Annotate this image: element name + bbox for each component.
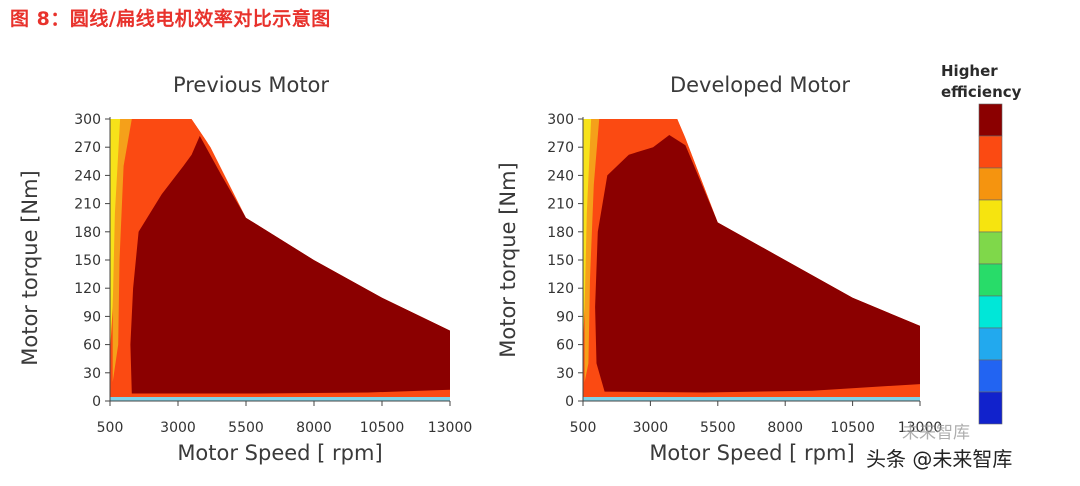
region-yellow	[110, 119, 121, 345]
region-orange	[116, 119, 450, 397]
efficiency-regions	[583, 119, 920, 401]
y-axis-label: Motor torque [Nm]	[496, 162, 520, 358]
y-tick-label: 30	[83, 366, 101, 382]
y-tick-label: 270	[547, 140, 574, 156]
y-tick-label: 150	[547, 253, 574, 269]
efficiency-legend: Higher efficiency	[941, 62, 1022, 425]
x-tick-label: 500	[97, 420, 124, 436]
chart-title: Developed Motor	[670, 73, 850, 97]
y-ticks: 0 30 60 90 120 150 180 210 240 270 300	[74, 112, 110, 410]
region-best-efficiency	[130, 135, 450, 394]
baseline-strip	[583, 397, 920, 401]
x-tick-label: 10500	[360, 420, 405, 436]
region-amber	[112, 119, 132, 383]
legend-swatch	[978, 295, 1003, 329]
y-tick-label: 30	[556, 366, 574, 382]
y-tick-label: 90	[556, 309, 574, 325]
y-ticks: 0 30 60 90 120 150 180 210 240 270 300	[547, 112, 583, 410]
baseline-strip	[110, 397, 450, 401]
legend-swatch	[978, 359, 1003, 393]
x-tick-label: 3000	[160, 420, 196, 436]
region-amber	[584, 119, 600, 383]
x-tick-label: 5500	[700, 420, 736, 436]
y-tick-label: 180	[74, 225, 101, 241]
legend-title-line1: Higher	[941, 62, 998, 80]
y-tick-label: 90	[83, 309, 101, 325]
y-tick-label: 300	[74, 112, 101, 128]
region-best-efficiency	[595, 135, 920, 393]
x-tick-label: 3000	[633, 420, 669, 436]
x-tick-label: 8000	[296, 420, 332, 436]
figure-title: 图 8：圆线/扁线电机效率对比示意图	[10, 8, 331, 30]
y-tick-label: 270	[74, 140, 101, 156]
y-tick-label: 60	[556, 338, 574, 354]
legend-swatch	[978, 327, 1003, 361]
x-tick-label: 10500	[830, 420, 875, 436]
y-tick-label: 240	[547, 168, 574, 184]
y-tick-label: 300	[547, 112, 574, 128]
x-axis-label: Motor Speed [ rpm]	[177, 441, 382, 465]
plot-area	[109, 117, 450, 402]
x-ticks: 500 3000 5500 8000 10500 13000	[570, 401, 943, 436]
legend-title-line2: efficiency	[941, 83, 1022, 101]
legend-swatch	[978, 199, 1003, 233]
legend-swatches	[978, 103, 1003, 425]
legend-swatch	[978, 231, 1003, 265]
chart-developed-motor: Developed Motor 0 30 60 90 120 150 180 210 240 27…	[496, 73, 942, 465]
y-tick-label: 210	[74, 197, 101, 213]
legend-swatch	[978, 103, 1003, 137]
x-ticks: 500 3000 5500 8000 10500 13000	[97, 401, 473, 436]
x-axis-label: Motor Speed [ rpm]	[649, 441, 854, 465]
y-tick-label: 180	[547, 225, 574, 241]
y-tick-label: 120	[74, 281, 101, 297]
plot-area	[582, 117, 920, 402]
x-tick-label: 8000	[767, 420, 803, 436]
y-tick-label: 0	[565, 394, 574, 410]
x-tick-label: 13000	[428, 420, 473, 436]
y-tick-label: 120	[547, 281, 574, 297]
y-tick-label: 240	[74, 168, 101, 184]
y-tick-label: 0	[92, 394, 101, 410]
y-tick-label: 60	[83, 338, 101, 354]
chart-previous-motor: Previous Motor 0 30 60 90 120 150 180 210 240 270…	[18, 73, 472, 465]
watermark-faint: 未来智库	[902, 423, 970, 443]
efficiency-regions	[110, 119, 450, 401]
legend-swatch	[978, 135, 1003, 169]
y-tick-label: 210	[547, 197, 574, 213]
watermark: 头条 @未来智库	[866, 447, 1012, 471]
x-tick-label: 5500	[228, 420, 264, 436]
region-yellow	[583, 119, 592, 345]
chart-title: Previous Motor	[173, 73, 329, 97]
region-orange	[587, 119, 920, 397]
y-axis-label: Motor torque [Nm]	[18, 170, 42, 366]
legend-swatch	[978, 263, 1003, 297]
x-tick-label: 13000	[898, 420, 943, 436]
x-tick-label: 500	[570, 420, 597, 436]
legend-swatch	[978, 391, 1003, 425]
legend-swatch	[978, 167, 1003, 201]
y-tick-label: 150	[74, 253, 101, 269]
